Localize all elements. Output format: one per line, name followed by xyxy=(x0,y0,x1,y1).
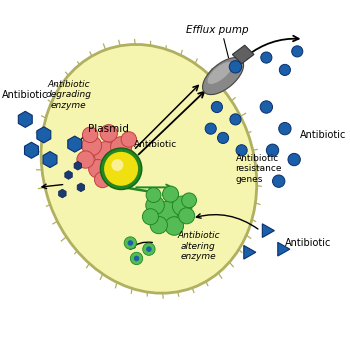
Text: Antibiotic: Antibiotic xyxy=(133,140,177,149)
Circle shape xyxy=(142,209,159,225)
Circle shape xyxy=(130,252,143,265)
Circle shape xyxy=(292,46,303,57)
Polygon shape xyxy=(18,111,32,127)
Circle shape xyxy=(111,159,123,171)
Circle shape xyxy=(157,201,178,223)
Circle shape xyxy=(94,172,111,188)
Polygon shape xyxy=(43,152,57,168)
Polygon shape xyxy=(74,161,82,170)
Ellipse shape xyxy=(106,154,123,184)
Circle shape xyxy=(178,208,195,224)
Text: Antibiotic
altering
enzyme: Antibiotic altering enzyme xyxy=(177,231,220,261)
Circle shape xyxy=(89,160,107,178)
Circle shape xyxy=(100,125,117,142)
Circle shape xyxy=(236,145,247,156)
Circle shape xyxy=(105,153,137,185)
Circle shape xyxy=(121,132,136,147)
Circle shape xyxy=(100,148,142,190)
Circle shape xyxy=(146,246,152,252)
Circle shape xyxy=(288,153,300,166)
Circle shape xyxy=(124,237,136,249)
Polygon shape xyxy=(25,142,38,158)
Circle shape xyxy=(146,196,164,215)
Circle shape xyxy=(150,216,167,234)
Polygon shape xyxy=(244,245,256,259)
Circle shape xyxy=(229,61,241,73)
Text: Plasmid: Plasmid xyxy=(88,124,129,134)
Polygon shape xyxy=(37,127,51,143)
Circle shape xyxy=(266,144,279,156)
Text: Antibiotic: Antibiotic xyxy=(2,90,48,100)
Circle shape xyxy=(261,52,272,63)
Circle shape xyxy=(143,243,155,256)
Polygon shape xyxy=(77,183,85,192)
Circle shape xyxy=(134,256,139,261)
Circle shape xyxy=(217,132,229,144)
Circle shape xyxy=(103,158,124,178)
Polygon shape xyxy=(68,136,82,152)
Text: Antibiotic: Antibiotic xyxy=(285,238,331,248)
Circle shape xyxy=(182,193,196,208)
Circle shape xyxy=(111,137,132,158)
Circle shape xyxy=(205,123,216,134)
Text: Antibiotic
degrading
enzyme: Antibiotic degrading enzyme xyxy=(46,80,92,110)
Text: Antibiotic: Antibiotic xyxy=(300,130,347,140)
Polygon shape xyxy=(232,45,254,64)
Polygon shape xyxy=(278,242,290,256)
Circle shape xyxy=(162,186,178,202)
Circle shape xyxy=(128,240,133,246)
Circle shape xyxy=(104,152,138,186)
Circle shape xyxy=(119,149,136,167)
Circle shape xyxy=(165,217,183,235)
Circle shape xyxy=(94,142,117,165)
Text: Antibiotic
resistance
genes: Antibiotic resistance genes xyxy=(236,154,282,184)
Polygon shape xyxy=(262,224,274,237)
Circle shape xyxy=(82,136,102,155)
Circle shape xyxy=(146,188,161,203)
Circle shape xyxy=(211,102,223,113)
Circle shape xyxy=(173,196,192,216)
Ellipse shape xyxy=(203,58,244,94)
Circle shape xyxy=(83,127,98,142)
Text: Efflux pump: Efflux pump xyxy=(186,25,248,35)
Polygon shape xyxy=(58,189,66,198)
Ellipse shape xyxy=(41,44,257,293)
Circle shape xyxy=(279,122,291,135)
Circle shape xyxy=(279,64,290,76)
Polygon shape xyxy=(65,171,72,179)
Circle shape xyxy=(77,151,94,168)
Circle shape xyxy=(260,101,273,113)
Circle shape xyxy=(273,175,285,187)
Circle shape xyxy=(230,114,241,125)
Ellipse shape xyxy=(208,62,232,84)
